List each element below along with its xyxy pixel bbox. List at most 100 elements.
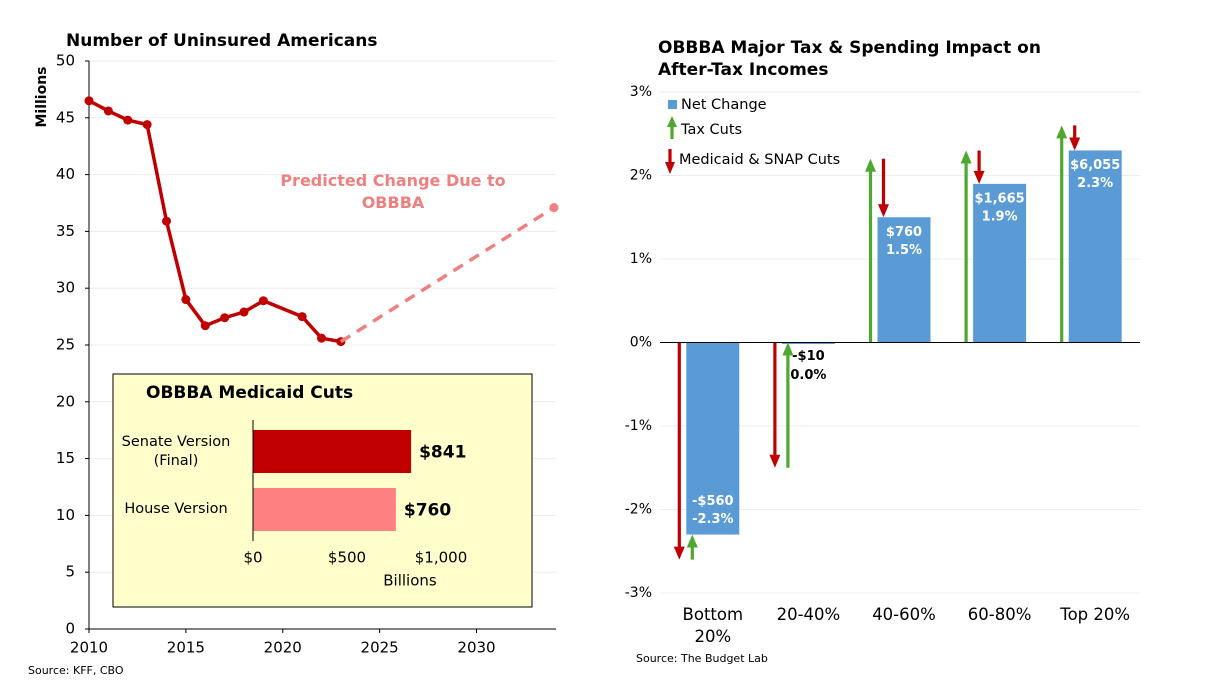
legend-label: Medicaid & SNAP Cuts [679,152,840,168]
x-tick-label-box: Top 20% [1060,605,1131,624]
dollar-label: $6,055 [1070,158,1120,173]
y-tick-label: 0% [630,335,652,351]
y-tick-label: 35 [56,222,75,240]
data-point [220,313,230,323]
cut-arrow [973,150,985,184]
y-tick-label: -3% [625,585,652,601]
tax-arrow [960,150,972,343]
data-point [181,295,191,305]
bar [253,488,396,531]
bar [1068,150,1122,343]
annotation: Predicted Change Due to OBBBA [280,171,506,212]
y-tick-label: 5 [65,563,75,581]
cut-arrow [1069,125,1081,151]
x-tick-label: $1,000 [415,549,468,567]
inset-title: OBBBA Medicaid Cuts [146,383,353,403]
bar [973,183,1027,343]
data-point [162,216,171,226]
legend-swatch [668,100,677,109]
y-axis-label: Millions [34,66,50,127]
data-point [258,296,268,306]
dollar-label: $760 [886,225,922,240]
y-tick-label: 25 [56,336,75,354]
value-label: 2.3% [1077,176,1113,191]
y-tick-label: 30 [56,279,75,297]
data-point [239,307,249,317]
legend-label: Tax Cuts [680,122,742,138]
data-point [200,321,210,331]
category-label: House Version [124,501,228,517]
value-label: $760 [404,501,451,521]
value-label: $841 [419,443,466,463]
source: Source: KFF, CBO [28,664,124,677]
y-tick-label: 1% [630,251,652,267]
dollar-label: -$10 [792,349,825,364]
data-point [84,96,94,106]
chart-title-box: OBBBA Major Tax & Spending Impact on Aft… [658,38,1041,80]
x-tick-label: $0 [243,549,262,567]
data-point [297,312,307,322]
y-tick-label: 45 [56,108,75,126]
data-point [142,120,152,130]
x-tick-label: $500 [328,549,366,567]
bar [686,342,740,535]
y-tick-label: 0 [65,620,75,638]
y-tick-label: -2% [625,502,652,518]
data-point [549,203,559,213]
legend-arrow [665,149,675,174]
value-label: 1.9% [982,209,1018,224]
chart-title: OBBBA Major Tax & Spending Impact on Aft… [658,38,1041,80]
projection-line [339,206,555,344]
x-tick-label: 60-80% [967,605,1032,624]
x-tick-label: 2025 [361,639,399,657]
tax-arrow [686,534,698,560]
tax-arrow [1056,125,1068,343]
category-label-box: House Version [124,501,228,517]
data-point [123,115,133,125]
x-tick-label: 2010 [70,639,108,657]
legend-label: Net Change [681,97,767,113]
y-tick-label: 50 [56,52,75,70]
cut-arrow [878,158,889,218]
cut-arrow [673,342,685,560]
bar [253,430,412,473]
x-tick-label: Top 20% [1060,605,1131,624]
legend-arrow [667,116,677,139]
source: Source: The Budget Lab [636,652,768,665]
chart-title: Number of Uninsured Americans [66,31,378,51]
x-axis-label: Billions [383,572,437,590]
value-label: 1.5% [886,243,922,258]
annotation-box: Predicted Change Due to OBBBA [280,171,506,212]
value-label: 0.0% [790,368,826,383]
x-tick-label: 20-40% [776,605,841,624]
x-tick-label: Bottom 20% [682,605,744,646]
x-tick-label: 2020 [264,639,302,657]
y-tick-label: 10 [56,506,75,524]
x-tick-label-box: Bottom 20% [682,605,744,646]
dollar-label: $1,665 [975,191,1025,206]
y-tick-label: 15 [56,449,75,467]
value-label: -2.3% [692,512,733,527]
x-tick-label: 2030 [457,639,495,657]
tax-arrow [782,342,794,468]
cut-arrow [769,342,781,468]
category-label-box: Senate Version (Final) [121,433,231,469]
bar [781,342,835,344]
dollar-label: -$560 [692,494,734,509]
y-tick-label: 40 [56,165,75,183]
y-tick-label: 20 [56,392,75,410]
x-tick-label: 2015 [167,639,205,657]
x-tick-label-box: 40-60% [872,605,936,624]
chart-title-box: Number of Uninsured Americans [66,31,378,51]
y-tick-label: -1% [625,418,652,434]
bar [877,217,931,343]
x-tick-label-box: 60-80% [967,605,1032,624]
x-tick-label: 40-60% [872,605,936,624]
category-label: Senate Version (Final) [121,433,231,469]
tax-arrow [865,158,876,343]
y-tick-label: 2% [630,168,652,184]
x-tick-label-box: 20-40% [776,605,841,624]
data-point [317,333,326,343]
